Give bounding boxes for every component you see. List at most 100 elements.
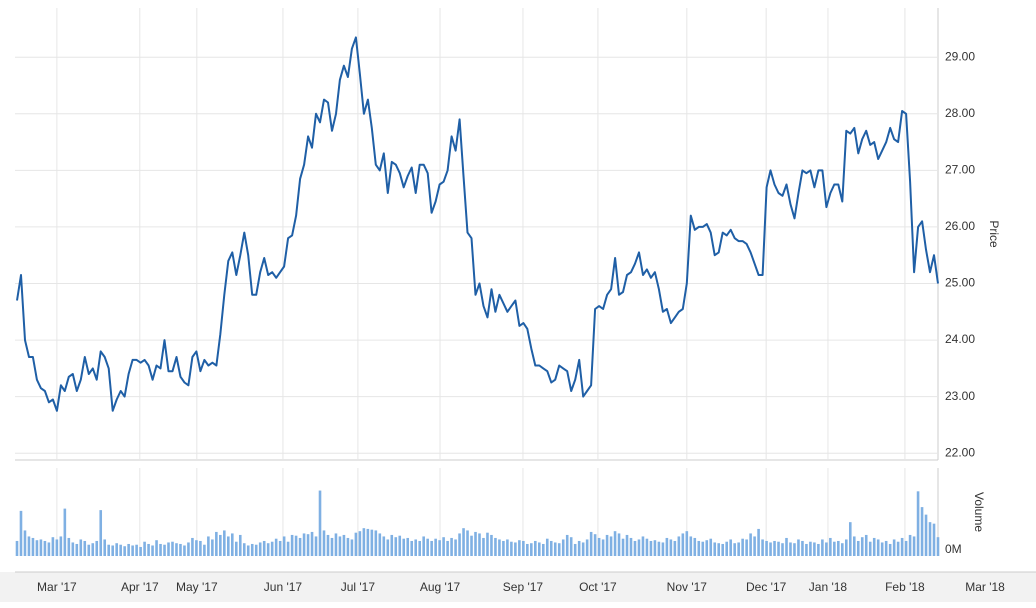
navigator-band	[0, 572, 1036, 602]
volume-bar	[171, 541, 174, 556]
volume-bar	[904, 540, 908, 556]
volume-bar	[258, 542, 262, 556]
volume-bar	[534, 540, 537, 556]
y-tick-label: 0M	[945, 542, 962, 556]
volume-bar	[270, 541, 274, 556]
volume-bar	[223, 530, 226, 556]
volume-bar	[127, 543, 130, 556]
volume-bar	[522, 540, 525, 556]
volume-bar	[390, 534, 394, 556]
y-tick-label: 28.00	[945, 106, 975, 120]
volume-bar	[306, 534, 310, 556]
volume-bar	[282, 536, 286, 556]
volume-bar	[242, 543, 246, 556]
volume-bar	[199, 540, 202, 556]
volume-bar	[23, 530, 27, 556]
volume-bar	[382, 536, 386, 556]
x-tick-label: Feb '18	[885, 580, 925, 594]
volume-bar	[653, 540, 657, 556]
volume-bar	[821, 539, 824, 556]
volume-bar	[530, 543, 533, 556]
volume-bar	[649, 540, 653, 556]
y-tick-label: 26.00	[945, 219, 975, 233]
volume-bar	[358, 531, 362, 556]
volume-bar	[629, 537, 633, 556]
volume-bar	[318, 490, 322, 556]
volume-bar	[585, 539, 589, 556]
volume-bar	[841, 543, 844, 556]
volume-bar	[474, 531, 477, 556]
volume-bar	[538, 542, 541, 556]
volume-bar	[246, 545, 250, 556]
volume-bar	[637, 539, 641, 556]
volume-bar	[809, 541, 812, 556]
volume-bar	[876, 539, 880, 556]
volume-bar	[701, 541, 705, 556]
volume-bar	[438, 540, 441, 556]
volume-bar	[147, 543, 150, 556]
volume-bar	[633, 540, 637, 556]
volume-bar	[215, 531, 218, 556]
volume-bar	[864, 534, 868, 556]
volume-bar	[657, 541, 661, 556]
volume-bar	[274, 538, 278, 556]
volume-bar	[55, 539, 59, 556]
volume-bar	[31, 537, 35, 556]
y-tick-label: 29.00	[945, 49, 975, 63]
volume-bar	[573, 543, 577, 556]
volume-bar	[753, 536, 756, 556]
volume-bar	[589, 531, 593, 556]
volume-bar	[254, 544, 258, 556]
volume-bar	[51, 537, 55, 556]
volume-bar	[717, 543, 721, 556]
volume-bar	[729, 539, 732, 556]
y-tick-label: 25.00	[945, 276, 975, 290]
x-tick-label: Oct '17	[579, 580, 617, 594]
volume-bar	[553, 542, 557, 556]
volume-bar	[681, 533, 685, 556]
volume-bar	[107, 544, 110, 556]
volume-bar	[749, 533, 752, 556]
volume-bar	[115, 543, 118, 556]
volume-bar	[593, 534, 597, 556]
volume-bar	[350, 539, 354, 556]
volume-bar	[15, 540, 19, 556]
volume-bar	[278, 540, 282, 556]
volume-bar	[502, 540, 505, 556]
volume-bar	[506, 539, 509, 556]
volume-bar	[466, 530, 469, 556]
volume-bar	[370, 529, 374, 556]
volume-bar	[661, 542, 665, 556]
volume-bar	[825, 542, 828, 556]
volume-bar	[266, 543, 270, 556]
volume-bar	[518, 540, 521, 556]
volume-bar	[362, 528, 366, 556]
volume-bar	[597, 537, 601, 556]
volume-bar	[298, 537, 302, 556]
volume-bar	[769, 542, 772, 556]
volume-bar	[725, 541, 728, 556]
x-tick-label: Sep '17	[503, 580, 544, 594]
volume-bar	[458, 533, 461, 556]
volume-bar	[900, 537, 904, 556]
volume-bar	[402, 538, 406, 556]
volume-bar	[617, 533, 621, 556]
volume-bar	[916, 491, 920, 556]
volume-bar	[733, 543, 736, 556]
volume-bar	[446, 540, 449, 556]
volume-bar	[641, 536, 645, 556]
volume-bar	[773, 540, 776, 556]
volume-bar	[131, 545, 134, 556]
volume-bar	[665, 537, 669, 556]
volume-bar	[920, 507, 924, 556]
volume-bar	[510, 541, 513, 556]
volume-bar	[183, 545, 186, 556]
volume-bar	[119, 544, 122, 556]
volume-bar	[470, 535, 473, 556]
volume-bar	[342, 534, 346, 556]
volume-bar	[601, 539, 605, 556]
volume-bar	[693, 537, 697, 556]
x-tick-label: Mar '18	[965, 580, 1005, 594]
volume-bar	[294, 535, 298, 556]
volume-bar	[454, 539, 457, 556]
